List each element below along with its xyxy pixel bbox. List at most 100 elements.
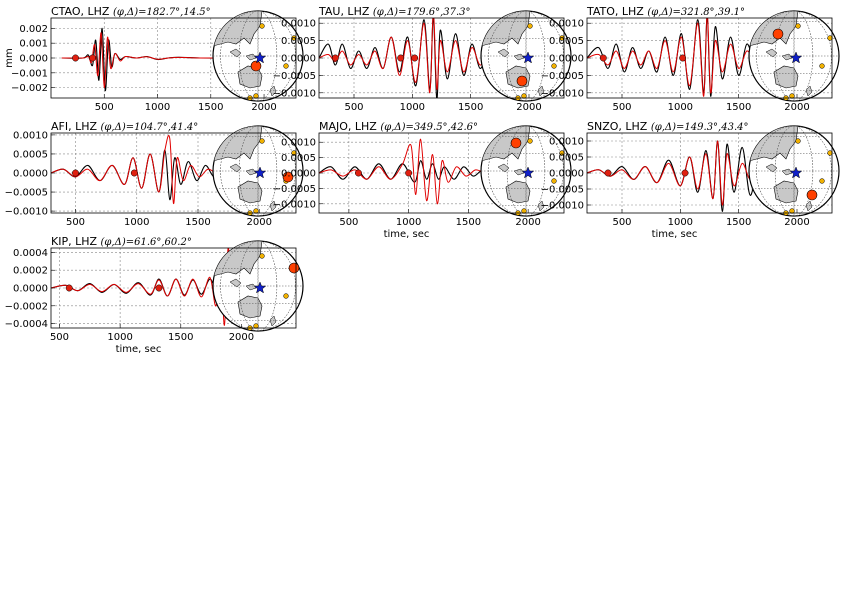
panel-title: SNZO, LHZ (φ,Δ)=149.3°,43.4° [587, 120, 749, 133]
phase-marker [411, 54, 419, 62]
graticule-meridian [238, 11, 278, 101]
observed-trace [587, 140, 775, 212]
synthetic-trace [587, 140, 774, 206]
y-tick-label: −0.0010 [541, 201, 584, 212]
indonesia-land [229, 278, 257, 291]
y-tick-label: 0.0002 [13, 266, 48, 277]
y-tick-label: −0.0002 [5, 301, 48, 312]
observed-trace [319, 18, 495, 98]
x-tick-label: 500 [339, 217, 358, 228]
indonesia-land [765, 163, 793, 176]
station-channel: KIP, LHZ [51, 235, 101, 248]
y-tick-label: 0.0000 [549, 169, 584, 180]
y-tick-label: −0.0010 [273, 88, 316, 99]
panel-kip: 500 1000 1500 2000 0.0004 0.0002 0.0000 −0.0002… [5, 235, 304, 355]
y-tick-label: 0.0005 [549, 153, 584, 164]
y-tick-label: −0.0005 [273, 184, 316, 195]
station-marker [521, 208, 527, 214]
x-axis-label: time, sec [116, 344, 162, 355]
graticule-meridian [220, 11, 296, 101]
panel-tau: 500 1000 1500 2000 0.0010 0.0005 0.0000 −0.0005… [273, 5, 572, 113]
y-tick-label: −0.0004 [5, 319, 48, 330]
x-tick-label: 1000 [668, 102, 693, 113]
new-zealand-land [537, 85, 545, 97]
y-tick-label: 0.0000 [281, 54, 316, 65]
traces [587, 18, 763, 97]
y-tick-label: 0.0010 [281, 138, 316, 149]
traces [61, 27, 233, 92]
station-marker [283, 293, 289, 299]
australia-land [505, 180, 531, 204]
station-marker [259, 253, 265, 259]
azimuth-distance: (φ,Δ)=182.7°,14.5° [113, 7, 211, 18]
observed-trace [61, 27, 233, 92]
phase-marker [604, 169, 612, 177]
x-tick-label: 1500 [168, 332, 193, 343]
station-marker [551, 178, 557, 184]
y-tick-label: 0.0010 [549, 19, 584, 30]
traces [319, 18, 495, 98]
target-station-marker [282, 171, 294, 183]
azimuth-distance: (φ,Δ)=149.3°,43.4° [651, 122, 749, 133]
panel-ctao: 500 1000 1500 2000 0.002 0.001 0.000 −0.001 −0.0… [4, 5, 304, 113]
x-tick-label: 1000 [124, 217, 149, 228]
panel-title: TATO, LHZ (φ,Δ)=321.8°,39.1° [586, 5, 745, 18]
y-tick-label: 0.0010 [13, 130, 48, 141]
panel-title: KIP, LHZ (φ,Δ)=61.6°,60.2° [51, 235, 192, 248]
y-tick-label: −0.0005 [541, 71, 584, 82]
x-tick-label: 500 [612, 217, 631, 228]
new-zealand-land [269, 315, 277, 327]
y-tick-label: −0.0005 [273, 71, 316, 82]
australia-land [773, 65, 799, 89]
y-tick-label: 0.000 [19, 54, 48, 65]
y-tick-label: 0.0005 [549, 36, 584, 47]
azimuth-distance: (φ,Δ)=179.6°,37.3° [373, 7, 471, 18]
phase-marker [405, 169, 413, 177]
panel-tato: 500 1000 1500 2000 0.0010 0.0005 0.0000 −0.0005… [541, 5, 840, 113]
phase-marker [72, 169, 79, 177]
station-channel: AFI, LHZ [51, 120, 101, 133]
x-tick-label: 2000 [251, 102, 276, 113]
x-tick-label: 2000 [247, 217, 272, 228]
x-tick-label: 500 [344, 102, 363, 113]
graticule-meridian [238, 126, 278, 216]
graticule-meridian [238, 241, 278, 331]
australia-land [237, 295, 263, 319]
australia-land [237, 65, 263, 89]
panel-snzo: 500 1000 1500 2000 0.0010 0.0005 0.0000 −0.0005… [541, 120, 840, 240]
traces [587, 140, 775, 212]
x-tick-label: 2000 [784, 217, 809, 228]
source-star-icon [521, 51, 535, 64]
station-marker [283, 63, 289, 69]
x-tick-label: 1500 [726, 217, 751, 228]
x-tick-label: 500 [50, 332, 69, 343]
y-tick-label: 0.0010 [549, 137, 584, 148]
phase-marker [599, 54, 607, 62]
target-station-marker [510, 137, 522, 149]
station-marker [259, 23, 265, 29]
source-star-icon [789, 51, 803, 64]
y-tick-label: 0.0005 [281, 153, 316, 164]
y-tick-label: −0.0010 [273, 199, 316, 210]
panel-majo: 500 1000 1500 2000 0.0010 0.0005 0.0000 −0.0005… [273, 120, 572, 240]
observed-trace [587, 18, 763, 97]
source-star-icon [253, 281, 267, 294]
indonesia-land [497, 48, 525, 61]
x-tick-label: 500 [66, 217, 85, 228]
station-marker [527, 23, 533, 29]
phase-marker [331, 54, 339, 62]
x-axis-label: time, sec [384, 229, 430, 240]
source-star-icon [521, 166, 535, 179]
y-tick-label: 0.0000 [13, 169, 48, 180]
phase-marker [130, 169, 138, 177]
y-tick-label: −0.0005 [541, 185, 584, 196]
traces [51, 248, 236, 326]
indonesia-land [497, 163, 525, 176]
azimuth-distance: (φ,Δ)=321.8°,39.1° [647, 7, 745, 18]
new-zealand-land [269, 85, 277, 97]
y-tick-label: 0.0010 [281, 19, 316, 30]
panel-title: TAU, LHZ (φ,Δ)=179.6°,37.3° [318, 5, 471, 18]
synthetic-trace [587, 18, 763, 97]
graticule-meridian [220, 241, 296, 331]
phase-marker [89, 54, 96, 62]
